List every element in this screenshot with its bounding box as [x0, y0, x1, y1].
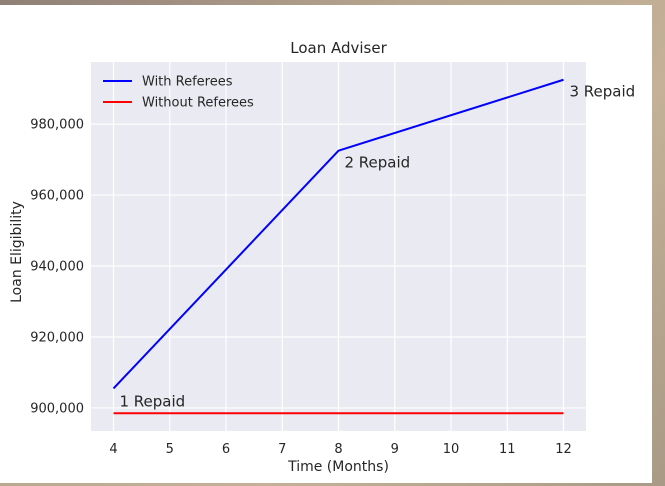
x-tick-label: 7: [278, 442, 286, 457]
x-tick-label: 11: [499, 442, 516, 457]
y-tick-label: 920,000: [30, 330, 84, 345]
x-tick-label: 4: [109, 442, 117, 457]
chart-title: Loan Adviser: [290, 39, 387, 57]
x-tick-label: 10: [443, 442, 460, 457]
y-tick-label: 960,000: [30, 189, 84, 204]
x-axis-title: Time (Months): [287, 459, 389, 475]
annotation-3: 3 Repaid: [570, 83, 636, 101]
legend: With Referees Without Referees: [103, 75, 254, 111]
annotation-1: 1 Repaid: [120, 392, 186, 410]
y-axis-ticks: 900,000 920,000 940,000 960,000 980,000: [30, 118, 84, 417]
annotation-2: 2 Repaid: [345, 154, 411, 172]
y-tick-label: 980,000: [30, 118, 84, 133]
grid-lines: [91, 62, 586, 431]
chart-figure: 4 5 6 7 8 9 10 11 12 900,000 920,000 940,000 960,00…: [0, 5, 652, 483]
y-tick-label: 900,000: [30, 401, 84, 416]
x-tick-label: 6: [222, 442, 230, 457]
series-lines: [112, 78, 564, 415]
x-tick-label: 5: [166, 442, 174, 457]
x-axis-ticks: 4 5 6 7 8 9 10 11 12: [109, 442, 571, 457]
y-axis-title: Loan Eligibility: [9, 201, 25, 303]
annotations: 1 Repaid 2 Repaid 3 Repaid: [120, 83, 636, 411]
legend-label-2: Without Referees: [142, 96, 254, 111]
x-tick-label: 12: [555, 442, 572, 457]
series-line-1: [112, 78, 564, 390]
x-tick-label: 9: [391, 442, 399, 457]
y-tick-label: 940,000: [30, 260, 84, 275]
line-chart: 4 5 6 7 8 9 10 11 12 900,000 920,000 940,000 960,00…: [9, 39, 636, 475]
legend-label-1: With Referees: [142, 75, 233, 90]
x-tick-label: 8: [334, 442, 342, 457]
